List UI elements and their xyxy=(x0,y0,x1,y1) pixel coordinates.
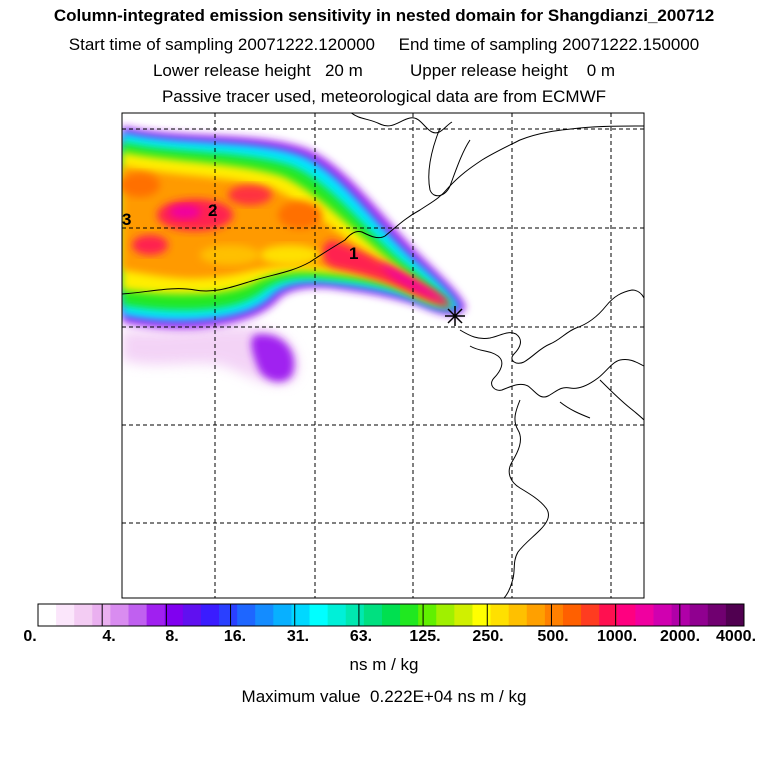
colorbar-swatch xyxy=(381,604,401,626)
lat-lon-grid xyxy=(122,113,644,598)
colorbar-swatch xyxy=(508,604,528,626)
colorbar-swatch xyxy=(617,604,636,626)
colorbar-swatch xyxy=(707,604,727,626)
colorbar-swatch xyxy=(689,604,709,626)
upper-release-value: 0 m xyxy=(586,61,616,80)
colorbar-tick-label: 500. xyxy=(537,628,569,645)
colorbar-swatch xyxy=(454,604,473,626)
colorbar-tick-label: 250. xyxy=(472,628,504,645)
colorbar-swatch xyxy=(38,604,57,626)
colorbar-swatch xyxy=(164,604,184,626)
map-frame xyxy=(121,112,645,599)
release-heights: Lower release height 20 m Upper release … xyxy=(0,61,768,81)
colorbar-swatch xyxy=(255,604,274,626)
colorbar-swatch xyxy=(400,604,419,626)
colorbar-swatch xyxy=(327,604,347,626)
colorbar xyxy=(38,604,745,626)
colorbar-tick-label: 16. xyxy=(223,628,247,645)
sampling-start-label: Start time of sampling xyxy=(68,35,234,54)
colorbar-tick-label: 8. xyxy=(165,628,179,645)
colorbar-swatch xyxy=(237,604,256,626)
colorbar-swatch xyxy=(436,604,455,626)
maximum-value: Maximum value 0.222E+04 ns m / kg xyxy=(0,687,768,707)
colorbar-swatch xyxy=(309,604,329,626)
colorbar-tick-label: 4000. xyxy=(715,628,757,645)
colorbar-swatch xyxy=(345,604,365,626)
colorbar-swatch xyxy=(363,604,383,626)
sampling-end-value: 20071222.150000 xyxy=(562,35,700,54)
colorbar-swatch xyxy=(74,604,93,626)
colorbar-tick-label: 1000. xyxy=(596,628,638,645)
colorbar-swatch xyxy=(526,604,546,626)
colorbar-swatch xyxy=(128,604,148,626)
colorbar-swatch xyxy=(562,604,582,626)
colorbar-swatch xyxy=(219,604,238,626)
trajectory-marker-1: 1 xyxy=(349,244,359,263)
sampling-times: Start time of sampling 20071222.120000 E… xyxy=(0,35,768,55)
maximum-value-number: 0.222E+04 ns m / kg xyxy=(370,687,527,706)
colorbar-swatch xyxy=(56,604,75,626)
colorbar-tick-label: 2000. xyxy=(659,628,701,645)
plot-title: Column-integrated emission sensitivity i… xyxy=(53,6,715,25)
colorbar-swatch xyxy=(182,604,202,626)
colorbar-swatch xyxy=(671,604,691,626)
trajectory-marker-3: 3 xyxy=(122,210,132,229)
coastlines xyxy=(122,113,644,598)
colorbar-swatch xyxy=(581,604,600,626)
colorbar-swatch xyxy=(490,604,510,626)
colorbar-tick-label: 0. xyxy=(23,628,37,645)
colorbar-swatch xyxy=(92,604,111,626)
colorbar-swatch xyxy=(146,604,166,626)
colorbar-tick-label: 4. xyxy=(102,628,116,645)
sampling-start-value: 20071222.120000 xyxy=(237,35,376,54)
emission-sensitivity-field xyxy=(122,126,466,385)
colorbar-tick-label: 31. xyxy=(286,628,310,645)
colorbar-frame xyxy=(37,603,745,627)
colorbar-units: ns m / kg xyxy=(349,655,419,674)
colorbar-swatch xyxy=(544,604,564,626)
colorbar-swatch xyxy=(725,604,745,626)
upper-release-label: Upper release height xyxy=(409,61,568,80)
lower-release-value: 20 m xyxy=(324,61,363,80)
tracer-note: Passive tracer used, meteorological data… xyxy=(161,87,607,106)
colorbar-swatch xyxy=(291,604,311,626)
colorbar-tick-label: 125. xyxy=(409,628,441,645)
sampling-end-label: End time of sampling xyxy=(398,35,558,54)
colorbar-swatch xyxy=(200,604,220,626)
trajectory-marker-2: 2 xyxy=(208,201,218,220)
asterisk-icon xyxy=(445,306,465,326)
lower-release-label: Lower release height xyxy=(152,61,311,80)
colorbar-swatch xyxy=(635,604,654,626)
colorbar-swatch xyxy=(472,604,492,626)
colorbar-tick-label: 63. xyxy=(349,628,373,645)
colorbar-swatch xyxy=(599,604,618,626)
colorbar-swatch xyxy=(653,604,673,626)
colorbar-swatch xyxy=(273,604,292,626)
colorbar-swatch xyxy=(418,604,437,626)
maximum-value-label: Maximum value xyxy=(241,687,361,706)
colorbar-swatch xyxy=(110,604,130,626)
